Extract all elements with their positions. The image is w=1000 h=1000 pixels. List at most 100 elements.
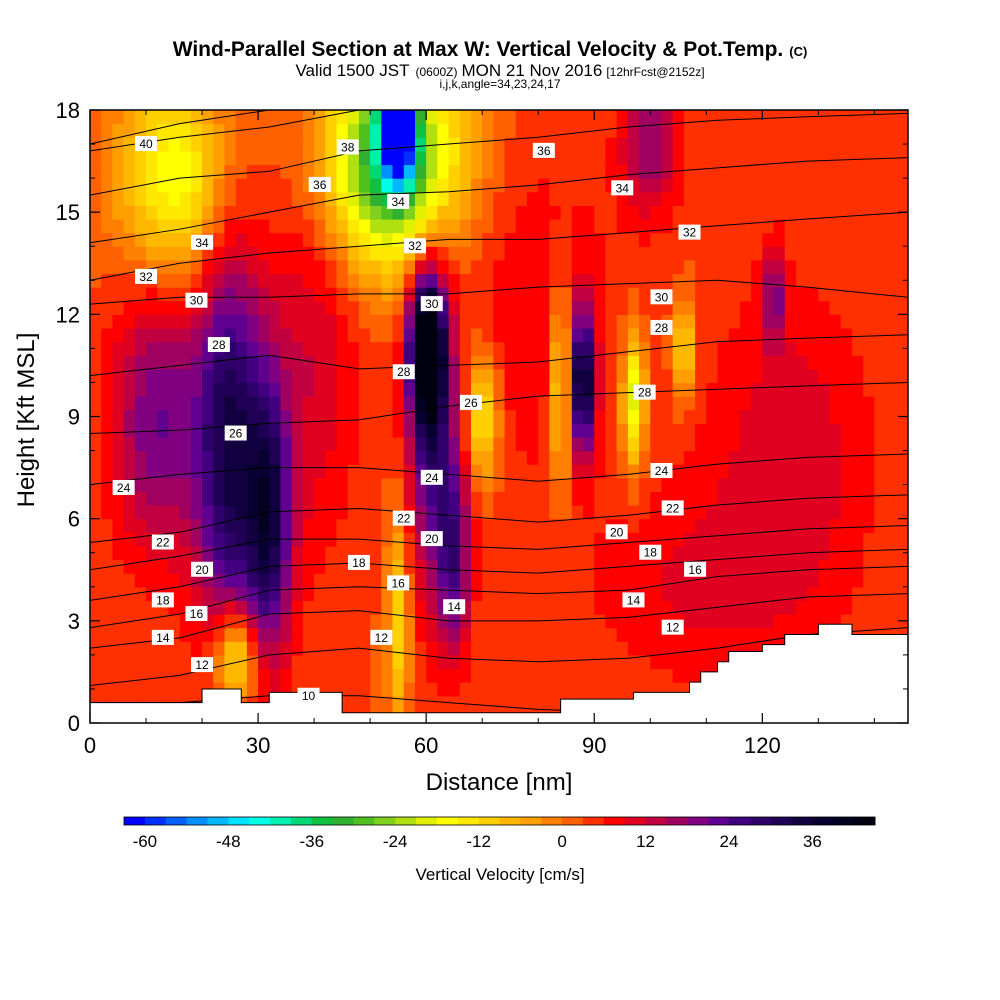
contour-label-text: 24 — [117, 481, 131, 495]
heatmap-cell — [818, 491, 831, 506]
heatmap-cell — [347, 477, 360, 493]
heatmap-cell — [101, 627, 114, 642]
heatmap-cell — [762, 218, 775, 234]
heatmap-cell — [851, 273, 864, 288]
heatmap-cell — [101, 218, 114, 234]
colorbar-swatch — [854, 817, 876, 825]
heatmap-cell — [101, 477, 114, 493]
heatmap-cell — [168, 532, 181, 547]
heatmap-cell — [90, 436, 102, 452]
contour-label-box — [392, 364, 415, 380]
heatmap-cell — [157, 668, 170, 683]
heatmap-cell — [728, 545, 741, 561]
heatmap-cell — [134, 123, 147, 138]
heatmap-cell — [594, 573, 607, 588]
heatmap-cell — [168, 627, 181, 642]
heatmap-cell — [863, 341, 875, 356]
heatmap-cell — [818, 382, 831, 397]
heatmap-cell — [470, 545, 483, 561]
heatmap-cell — [885, 191, 898, 206]
heatmap-cell — [728, 191, 741, 206]
heatmap-cell — [437, 382, 450, 397]
heatmap-cell — [213, 300, 226, 315]
heatmap-cell — [695, 518, 707, 533]
heatmap-cell — [672, 382, 685, 397]
theta-contour-26 — [90, 381, 908, 435]
heatmap-cell — [549, 559, 562, 574]
heatmap-cell — [470, 150, 483, 166]
heatmap-cell — [661, 436, 674, 452]
heatmap-cell — [258, 314, 270, 329]
heatmap-cell — [392, 532, 405, 547]
heatmap-cell — [851, 505, 864, 520]
heatmap-cell — [336, 150, 349, 166]
heatmap-cell — [739, 545, 752, 561]
heatmap-cell — [269, 409, 282, 424]
heatmap-cell — [437, 327, 450, 343]
heatmap-cell — [392, 559, 405, 574]
heatmap-cell — [840, 110, 853, 125]
heatmap-cell — [448, 287, 461, 302]
heatmap-cell — [90, 368, 102, 384]
heatmap-cell — [874, 259, 887, 275]
heatmap-cell — [829, 150, 842, 166]
heatmap-cell — [123, 259, 136, 275]
heatmap-cell — [414, 205, 427, 220]
heatmap-cell — [639, 110, 651, 125]
heatmap-cell — [504, 341, 517, 356]
heatmap-cell — [583, 573, 595, 588]
heatmap-cell — [784, 464, 797, 479]
heatmap-cell — [336, 191, 349, 206]
heatmap-cell — [560, 396, 573, 411]
heatmap-cell — [527, 409, 539, 424]
heatmap-cell — [392, 232, 405, 247]
heatmap-cell — [840, 382, 853, 397]
heatmap-cell — [302, 586, 315, 601]
heatmap-cell — [672, 586, 685, 601]
heatmap-cell — [235, 150, 248, 166]
contour-label: 12 — [370, 629, 393, 645]
heatmap-cell — [347, 436, 360, 452]
heatmap-cell — [291, 518, 304, 533]
heatmap-cell — [493, 545, 506, 561]
heatmap-cell — [504, 409, 517, 424]
heatmap-cell — [874, 300, 887, 315]
contour-label-box — [532, 142, 555, 158]
heatmap-cell — [493, 627, 506, 642]
heatmap-cell — [751, 464, 763, 479]
heatmap-cell — [336, 205, 349, 220]
heatmap-cell — [347, 396, 360, 411]
heatmap-cell — [706, 614, 719, 629]
heatmap-cell — [829, 178, 842, 193]
heatmap-cell — [426, 641, 438, 656]
heatmap-cell — [751, 341, 763, 356]
contour-label-text: 30 — [425, 297, 439, 311]
colorbar-swatch — [791, 817, 813, 825]
heatmap-cell — [717, 450, 730, 465]
heatmap-cell — [538, 695, 551, 710]
heatmap-cell — [493, 191, 506, 206]
heatmap-cell — [818, 246, 831, 261]
heatmap-cell — [807, 259, 819, 275]
heatmap-cell — [224, 450, 237, 465]
heatmap-cell — [269, 436, 282, 452]
heatmap-cell — [795, 559, 808, 574]
heatmap-cell — [280, 314, 293, 329]
heatmap-cell — [784, 559, 797, 574]
heatmap-cell — [695, 218, 707, 234]
heatmap-cell — [190, 164, 203, 179]
heatmap-cell — [112, 668, 125, 683]
heatmap-cell — [605, 477, 618, 493]
heatmap-cell — [470, 382, 483, 397]
heatmap-cell — [269, 668, 282, 683]
heatmap-cell — [123, 450, 136, 465]
heatmap-cell — [213, 110, 226, 125]
heatmap-cell — [403, 600, 416, 615]
heatmap-cell — [650, 232, 663, 247]
heatmap-cell — [807, 464, 819, 479]
heatmap-cell — [493, 559, 506, 574]
heatmap-cell — [213, 355, 226, 370]
heatmap-cell — [448, 573, 461, 588]
heatmap-cell — [773, 491, 786, 506]
heatmap-cell — [695, 232, 707, 247]
